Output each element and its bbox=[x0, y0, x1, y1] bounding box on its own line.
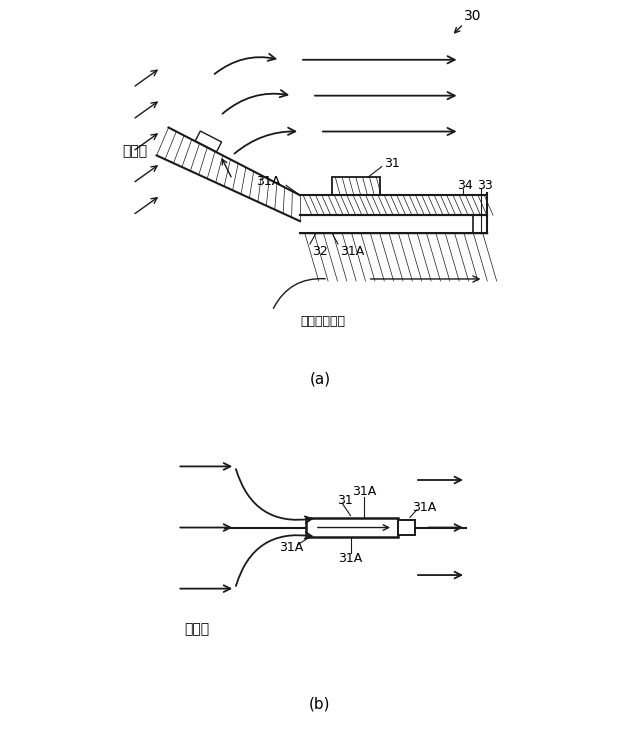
Text: 31: 31 bbox=[384, 157, 399, 170]
Text: 31A: 31A bbox=[339, 551, 363, 565]
Text: 31A: 31A bbox=[412, 500, 436, 514]
Polygon shape bbox=[195, 131, 221, 152]
Bar bbox=[307, 518, 398, 537]
Text: 31A: 31A bbox=[279, 542, 303, 554]
Text: 33: 33 bbox=[477, 179, 493, 192]
Text: 31A: 31A bbox=[340, 244, 364, 258]
Text: 30: 30 bbox=[463, 9, 481, 23]
Polygon shape bbox=[332, 177, 380, 196]
Text: 走行風: 走行風 bbox=[184, 622, 209, 636]
Text: 31A: 31A bbox=[256, 175, 280, 188]
Text: 32: 32 bbox=[312, 244, 328, 258]
Text: (a): (a) bbox=[309, 371, 331, 386]
Text: 電位低下領域: 電位低下領域 bbox=[300, 315, 345, 328]
Text: 34: 34 bbox=[458, 179, 473, 192]
Text: 31A: 31A bbox=[352, 486, 376, 498]
Text: 31: 31 bbox=[337, 494, 353, 507]
Text: 走行風: 走行風 bbox=[123, 145, 148, 159]
Text: (b): (b) bbox=[309, 697, 331, 711]
Bar bbox=[398, 520, 415, 535]
